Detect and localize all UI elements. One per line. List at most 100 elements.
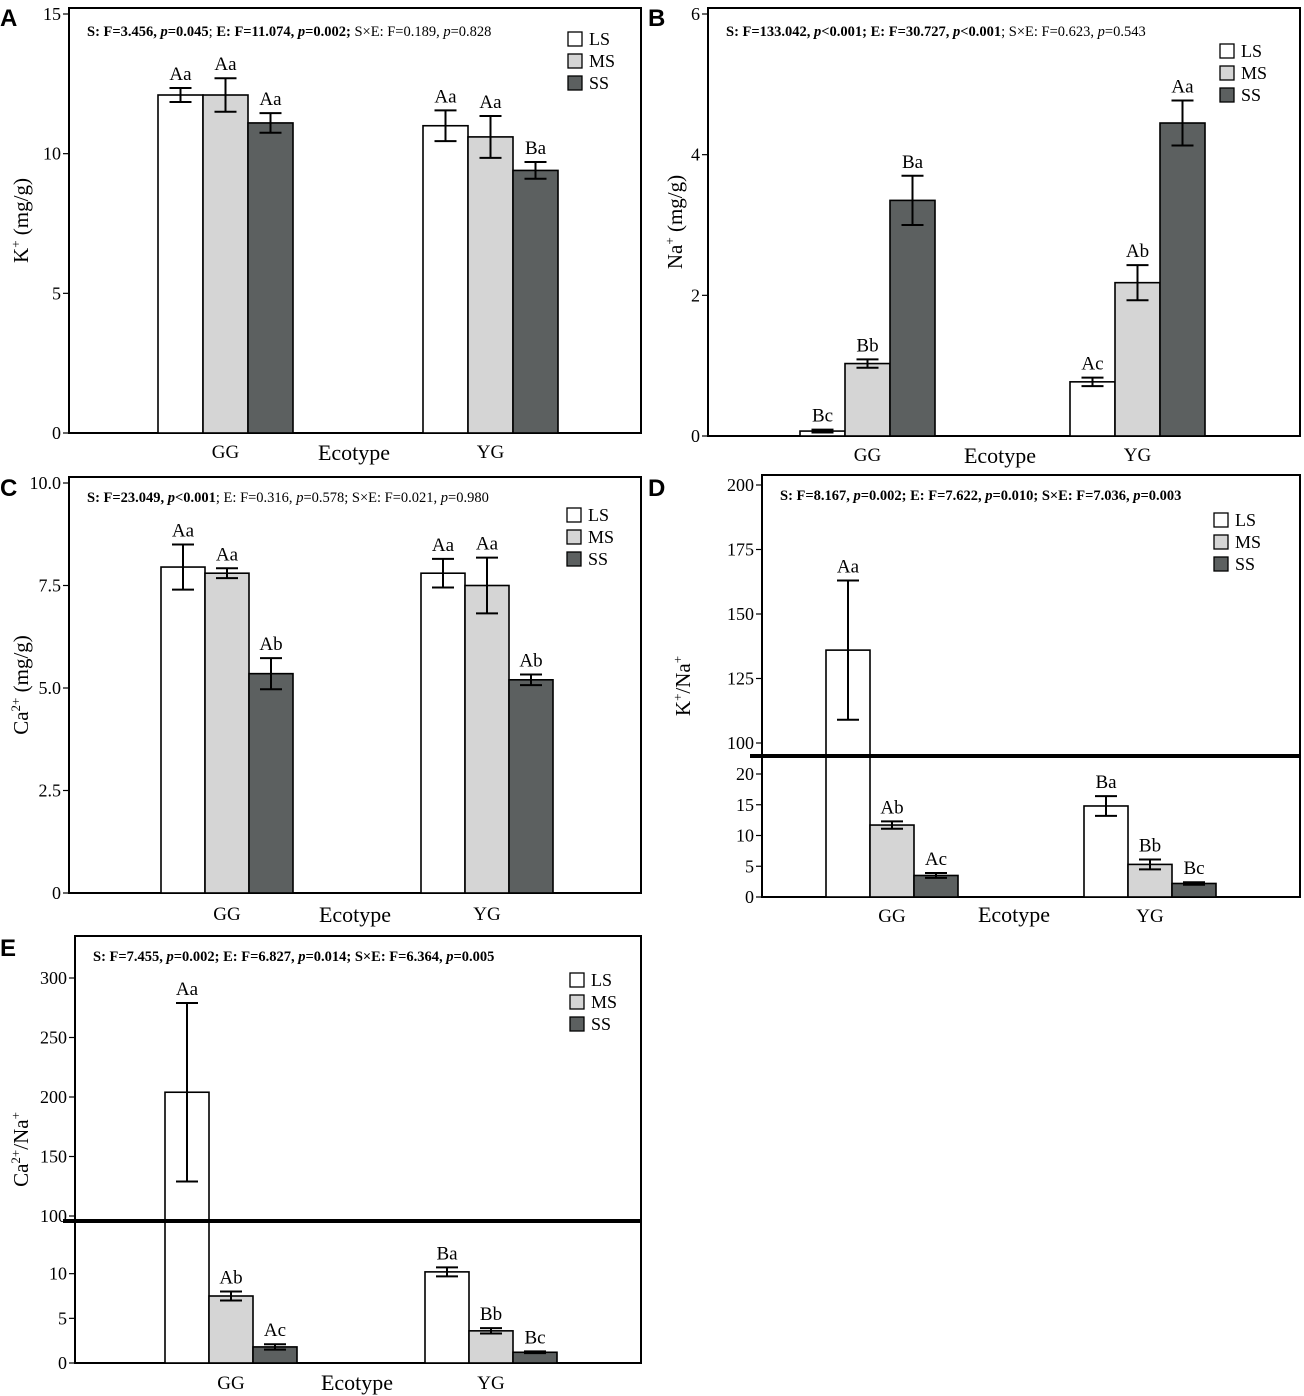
panel-b-legend-label-ss: SS [1241, 85, 1261, 105]
panel-b-ylabel-part-0: Na [663, 244, 687, 269]
panel-a-legend-label-ls: LS [589, 29, 610, 49]
panel-c-sig-label-gg-ms: Aa [216, 544, 239, 565]
panel-e-bar-yg-ls [424, 1271, 470, 1364]
panel-c-legend-swatch-ms [566, 529, 582, 545]
panel-d-sig-label-gg-ss: Ac [925, 849, 947, 870]
panel-c-stats-seg-5: =0.578; S×E: F=0.021, [303, 490, 440, 506]
panel-c-bar-yg-ls [420, 572, 466, 894]
panel-e-stats-seg-5: =0.014; [305, 949, 354, 965]
panel-d-ytick-label-7: 150 [727, 604, 754, 624]
panel-e-stats-seg-3: E: F=6.827, [223, 949, 298, 965]
panel-d-stats-seg-7: p [1131, 488, 1140, 504]
panel-c-xtick-label-yg: YG [473, 904, 501, 925]
panel-d-stats-seg-2: =0.002; [861, 488, 910, 504]
panel-a-stats-seg-9: =0.828 [451, 24, 492, 40]
panel-d-stats-seg-3: E: F=7.622, [910, 488, 985, 504]
panel-c-stats-seg-4: p [295, 490, 303, 506]
panel-c-sig-label-yg-ss: Ab [519, 650, 542, 671]
panel-e-sig-label-yg-ms: Bb [480, 1304, 502, 1325]
panel-e-bar-yg-ms [468, 1330, 514, 1364]
panel-a-stats-seg-6: =0.002; [305, 24, 351, 40]
panel-c-legend-label-ss: SS [588, 549, 608, 569]
panel-c-stats-seg-3: ; E: F=0.316, [216, 490, 296, 506]
panel-e-stats-seg-6: S×E: F=6.364, [355, 949, 446, 965]
panel-b-sig-label-yg-ls: Ac [1081, 354, 1103, 375]
panel-b-sig-label-gg-ss: Ba [902, 152, 924, 173]
panel-a-bar-yg-ms [467, 136, 514, 434]
panel-e-ylabel-part-3: + [8, 1112, 23, 1119]
panel-a-ylabel-part-2: (mg/g) [9, 178, 33, 240]
panel-b-legend-swatch-ls [1219, 43, 1235, 59]
panel-d-ytick-label-0: 0 [745, 887, 754, 907]
panel-e-stats-seg-0: S: F=7.455, [93, 949, 167, 965]
panel-e-legend-label-ls: LS [591, 970, 612, 990]
panel-a-legend-label-ss: SS [589, 73, 609, 93]
panel-c-bar-yg-ss [508, 678, 554, 894]
panel-a-bar-gg-ms [202, 94, 249, 434]
panel-e-sig-label-yg-ss: Bc [524, 1327, 545, 1348]
panel-a-sig-label-yg-ss: Ba [525, 138, 547, 159]
panel-c-ylabel-part-2: (mg/g) [9, 635, 33, 697]
panel-c-ytick-label-1: 2.5 [39, 781, 62, 801]
panel-c-bar-yg-ms [464, 584, 510, 894]
panel-e-ytick-label-7: 300 [40, 968, 67, 988]
panel-b-legend-swatch-ss [1219, 87, 1235, 103]
panel-b-stats-seg-3: E: F=30.727, [871, 24, 953, 40]
panel-d-ytick-label-8: 175 [727, 540, 754, 560]
panel-a-stats-seg-1: p [159, 24, 168, 40]
panel-d-legend-swatch-ls [1213, 512, 1229, 528]
panel-e-chart: E 0 5 10 100 150 200 250 300 Ca2+/Na+ S: F=7.455, … [0, 935, 642, 1395]
panel-a-ytick-label-2: 10 [43, 144, 61, 164]
panel-b-xtick-label-yg: YG [1124, 445, 1152, 466]
panel-c-legend-label-ms: MS [588, 527, 614, 547]
panel-e-stats: S: F=7.455, p=0.002; E: F=6.827, p=0.014… [93, 949, 494, 965]
panel-b-legend-label-ms: MS [1241, 63, 1267, 83]
panel-e-ytick-label-0: 0 [58, 1353, 67, 1373]
panel-e-legend-label-ms: MS [591, 992, 617, 1012]
panel-e-ytick-label-5: 200 [40, 1087, 67, 1107]
panel-e-ytick-label-3: 100 [40, 1206, 67, 1226]
panel-a-bar-gg-ls [157, 94, 204, 434]
panel-d-legend-swatch-ms [1213, 534, 1229, 550]
panel-d-stats-seg-5: =0.010; [992, 488, 1041, 504]
panel-d-ylabel: K+/Na+ [670, 656, 695, 716]
panel-e-ytick-label-1: 5 [58, 1308, 67, 1328]
panel-a-sig-label-yg-ls: Aa [434, 86, 457, 107]
panel-c-stats-seg-6: p [440, 490, 448, 506]
panel-a-bar-yg-ss [512, 169, 559, 434]
panel-e-stats-seg-4: p [296, 949, 305, 965]
panel-b-xtick-label-gg: GG [854, 445, 882, 466]
panel-d-sig-label-gg-ls: Aa [837, 556, 860, 577]
panel-c-stats: S: F=23.049, p<0.001; E: F=0.316, p=0.57… [87, 490, 489, 506]
panel-a-letter: A [0, 5, 17, 32]
panel-b-bar-gg-ss [889, 199, 936, 437]
panel-e-ylabel: Ca2+/Na+ [8, 1112, 33, 1187]
panel-d-stats-seg-0: S: F=8.167, [780, 488, 854, 504]
panel-a-ytick-label-0: 0 [52, 423, 61, 443]
panel-a-sig-label-yg-ms: Aa [479, 92, 502, 113]
panel-a-legend-label-ms: MS [589, 51, 615, 71]
panel-d-ytick-label-3: 15 [736, 795, 754, 815]
panel-a-sig-label-gg-ms: Aa [214, 54, 237, 75]
panel-a-frame [68, 7, 642, 434]
panel-b-bar-yg-ss [1159, 122, 1206, 437]
panel-a-stats: S: F=3.456, p=0.045; E: F=11.074, p=0.00… [87, 24, 491, 40]
panel-a-ylabel-part-1: + [8, 240, 23, 247]
panel-a-ytick-label-3: 15 [43, 4, 61, 24]
panel-b-stats-seg-8: =0.543 [1105, 24, 1146, 40]
panel-b-sig-label-yg-ss: Aa [1171, 77, 1194, 98]
panel-b-legend-label-ls: LS [1241, 41, 1262, 61]
panel-d-legend-label-ss: SS [1235, 554, 1255, 574]
panel-e-stats-seg-2: =0.002; [174, 949, 223, 965]
panel-a-bar-gg-ss [247, 122, 294, 434]
panel-a-legend-swatch-ms [567, 53, 583, 69]
panel-b-ylabel: Na+ (mg/g) [662, 175, 687, 269]
panel-e-stats-seg-8: =0.005 [454, 949, 495, 965]
panel-e-legend-swatch-ms [569, 994, 585, 1010]
panel-d-xtick-label-yg: YG [1136, 906, 1164, 927]
panel-e-ytick-label-6: 250 [40, 1028, 67, 1048]
panel-e-legend-swatch-ls [569, 972, 585, 988]
